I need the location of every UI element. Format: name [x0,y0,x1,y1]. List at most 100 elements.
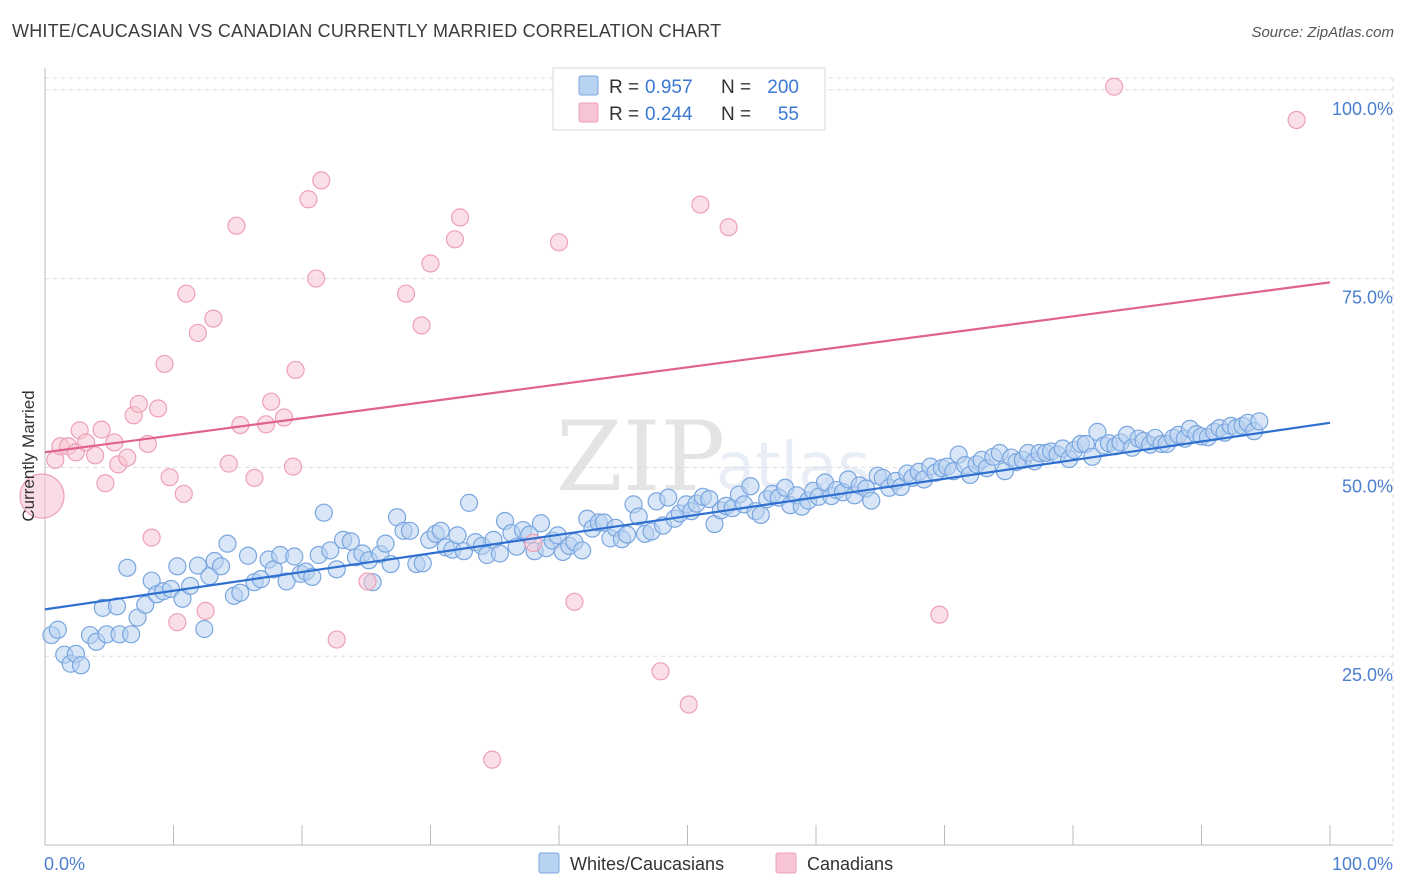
canadians-point [168,613,187,632]
whites-point [285,547,304,566]
legend-swatch-whites [578,75,599,96]
whites-point [321,541,340,560]
canadians-point [719,218,738,237]
canadians-point [299,190,318,209]
whites-point [862,491,881,510]
canadians-point [565,592,584,611]
canadians-point [155,354,174,374]
canadians-point [450,208,470,227]
canadians-point [96,474,115,493]
whites-point [238,546,258,565]
bottom-legend-label-whites: Whites/Caucasians [570,854,724,874]
canadians-point [160,468,179,487]
whites-point [400,521,420,540]
x-tick-label-max: 100.0% [1332,854,1393,874]
legend-n-value-whites: 200 [767,77,799,98]
y-tick-label: 50.0% [1342,476,1393,496]
canadians-point [327,630,346,649]
whites-point [118,558,137,577]
whites-point [327,560,346,579]
whites-point [376,534,395,553]
y-axis-label: Currently Married [19,390,38,521]
canadians-point [549,233,569,252]
trend-lines [44,281,1331,611]
canadians-point [307,269,326,288]
whites-point [314,503,333,522]
canadians-point [421,254,440,273]
canadians-trend-line [44,281,1331,454]
canadians-point [245,468,264,488]
bottom-legend-swatch-canadians [775,852,797,874]
whites-point [700,490,719,509]
whites-point [531,514,551,533]
whites-point [431,521,450,540]
legend-r-value-whites: 0.957 [645,77,693,98]
whites-point [629,507,648,526]
canadians-highlight-point [19,473,65,519]
y-tick-label: 100.0% [1332,99,1393,119]
whites-point [448,526,467,545]
axes [44,68,1393,846]
canadians-point [283,457,303,476]
whites-point [231,583,250,602]
canadians-point [148,399,168,418]
canadians-point [358,572,377,591]
canadians-point [196,601,215,620]
canadians-point [651,662,670,681]
whites-point [659,488,678,507]
bottom-legend-swatch-whites [538,852,560,874]
canadians-point [1105,77,1124,96]
y-tick-label: 75.0% [1342,288,1393,308]
whites-point [71,656,91,675]
whites-point [168,557,187,576]
canadians-point [445,230,465,249]
chart-title: WHITE/CAUCASIAN VS CANADIAN CURRENTLY MA… [12,21,722,41]
source-label: Source: ZipAtlas.com [1251,24,1394,41]
legend-r-label-whites: R = [609,77,639,98]
canadians-point [396,284,416,303]
legend-box: R = 0.957 N = 200 R = 0.244 N = 55 [552,67,826,131]
canadians-point [312,171,331,190]
legend-r-label-canadians: R = [609,104,639,125]
whites-point [195,619,214,639]
whites-point [741,477,760,496]
canadians-point [86,446,105,465]
whites-trend-line [44,421,1331,611]
series-whites-points [42,412,1269,675]
whites-point [618,525,637,544]
canadians-point [483,750,502,769]
y-tick-label: 25.0% [1342,665,1393,685]
canadians-point [691,195,710,214]
y-tick-labels: 25.0% 50.0% 75.0% 100.0% [1332,99,1393,685]
canadians-point [188,323,208,343]
canadians-point [262,392,281,411]
x-tick-labels: 0.0% 100.0% [44,854,1393,874]
whites-point [573,541,592,560]
canadians-point [930,605,949,624]
whites-point [181,576,200,596]
whites-point [303,567,322,586]
canadians-point [177,284,196,303]
bottom-legend-label-canadians: Canadians [807,854,893,874]
canadians-point [412,316,431,335]
canadians-point [204,309,223,328]
whites-point [211,557,231,576]
canadians-point [92,420,111,439]
whites-point [751,505,770,525]
canadians-point [142,528,161,547]
canadians-point [679,695,698,714]
whites-point [48,620,67,639]
legend-n-label-canadians: N = [721,104,751,125]
canadians-point [274,408,294,427]
whites-point [121,625,141,644]
whites-point [136,595,155,614]
legend-n-label-whites: N = [721,77,751,98]
whites-point [413,554,432,573]
canadians-point [1287,110,1306,130]
whites-point [188,556,208,575]
x-tick-label-min: 0.0% [44,854,85,874]
canadians-point [227,216,246,235]
legend-r-value-canadians: 0.244 [645,104,693,125]
whites-point [218,534,237,553]
